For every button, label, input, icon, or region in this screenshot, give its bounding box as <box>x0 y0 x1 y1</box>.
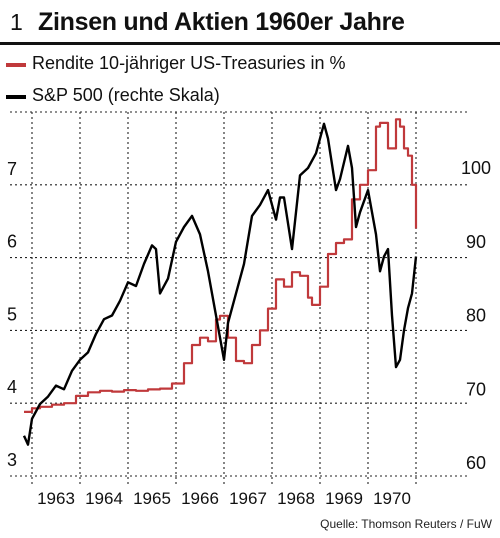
x-tick-label: 1963 <box>37 489 75 508</box>
series-line-treasury-yield <box>24 118 418 413</box>
source-note: Quelle: Thomson Reuters / FuW <box>320 517 492 531</box>
legend-label-sp500: S&P 500 (rechte Skala) <box>32 85 220 105</box>
x-tick-label: 1969 <box>325 489 363 508</box>
y-right-tick-label: 80 <box>466 306 486 326</box>
title-rule <box>0 42 500 45</box>
y-right-tick-label: 70 <box>466 379 486 399</box>
y-left-tick-label: 6 <box>7 232 17 252</box>
y-right-tick-label: 100 <box>461 158 491 178</box>
figure-number: 1 <box>10 9 23 35</box>
chart-grid <box>10 111 470 485</box>
x-tick-label: 1968 <box>277 489 315 508</box>
chart-axes: 3 4 5 6 7 60 70 80 90 100 1963 1964 1965 1966 1967 1968… <box>7 158 491 508</box>
y-right-tick-label: 90 <box>466 232 486 252</box>
series-line-sp500 <box>22 122 418 446</box>
x-tick-label: 1964 <box>85 489 123 508</box>
legend-label-treasury-yield: Rendite 10-jähriger US-Treasuries in % <box>32 53 346 73</box>
legend-swatch-treasury-yield <box>6 63 26 67</box>
chart-series <box>22 118 418 446</box>
y-left-tick-label: 4 <box>7 377 17 397</box>
legend-swatch-sp500 <box>6 95 26 99</box>
x-tick-label: 1965 <box>133 489 171 508</box>
y-left-tick-label: 7 <box>7 159 17 179</box>
y-left-tick-label: 3 <box>7 450 17 470</box>
x-tick-label: 1966 <box>181 489 219 508</box>
x-tick-label: 1970 <box>373 489 411 508</box>
chart-title: Zinsen und Aktien 1960er Jahre <box>38 8 405 36</box>
x-tick-label: 1967 <box>229 489 267 508</box>
chart-header: 1 Zinsen und Aktien 1960er Jahre <box>6 6 494 40</box>
y-left-tick-label: 5 <box>7 304 17 324</box>
y-right-tick-label: 60 <box>466 453 486 473</box>
legend-item-sp500: S&P 500 (rechte Skala) <box>6 84 486 110</box>
legend-item-treasury-yield: Rendite 10-jähriger US-Treasuries in % <box>6 52 486 78</box>
